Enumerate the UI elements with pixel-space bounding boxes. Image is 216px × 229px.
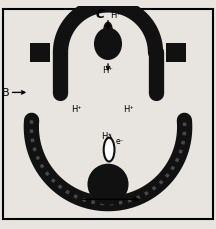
- Text: e⁻: e⁻: [116, 137, 124, 146]
- Ellipse shape: [94, 28, 122, 61]
- Text: B: B: [2, 88, 9, 98]
- Text: H⁺: H⁺: [71, 105, 82, 114]
- Bar: [30, 44, 50, 62]
- Circle shape: [87, 164, 129, 205]
- Text: H⁺: H⁺: [110, 11, 121, 20]
- Text: H⁺: H⁺: [123, 105, 134, 114]
- Text: H⁺: H⁺: [102, 131, 112, 140]
- Bar: [166, 44, 186, 62]
- Ellipse shape: [103, 22, 113, 39]
- Text: C: C: [96, 8, 105, 21]
- Ellipse shape: [104, 138, 114, 162]
- Text: H⁺: H⁺: [103, 66, 113, 75]
